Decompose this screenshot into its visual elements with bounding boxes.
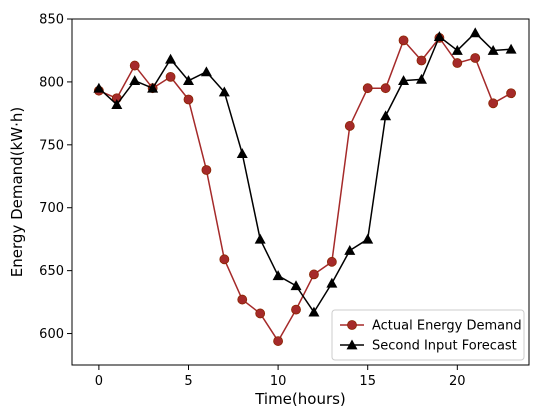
data-point [200,66,212,77]
x-tick-label: 5 [184,374,192,389]
legend: Actual Energy Demand Second Input Forecas… [331,309,525,361]
data-point [309,269,319,280]
data-point [219,254,230,265]
data-point [380,83,391,94]
data-point [236,148,248,159]
data-point [416,55,427,66]
data-point [380,110,392,121]
data-point [344,245,356,255]
x-tick-label: 20 [449,374,466,389]
data-point [147,82,159,93]
y-tick-label: 700 [39,201,64,216]
x-tick-label: 15 [359,374,376,389]
data-point [362,83,373,94]
data-point [201,165,212,175]
data-point [255,308,266,319]
data-point [129,75,141,86]
y-tick-label: 600 [39,327,64,342]
legend-marker [346,339,358,350]
data-point [129,60,140,71]
legend-label: Actual Energy Demand [372,319,522,334]
plot-frame [71,18,530,366]
y-axis-ticks: 600 650 700 750 800 850 [39,13,72,342]
x-tick-label: 0 [95,374,103,389]
data-point [93,82,105,93]
data-point [433,31,445,42]
data-point [451,44,463,55]
legend-box [331,309,525,361]
data-point [398,75,410,86]
data-point [165,71,176,82]
data-point [308,306,320,317]
data-point [218,86,230,97]
data-point [452,58,463,68]
series-triangle [93,27,517,317]
data-point [272,270,284,281]
y-axis-label: Energy Demand(kW·h) [8,107,26,277]
data-point [469,27,481,38]
data-point [362,233,374,244]
data-point [488,98,499,109]
data-point [505,43,517,54]
data-point [290,280,302,291]
data-point [326,256,337,267]
y-tick-label: 750 [39,138,64,153]
data-point [111,99,123,109]
y-tick-label: 850 [39,13,64,28]
data-point [183,94,194,105]
data-point [470,53,481,63]
data-point [291,304,301,315]
data-point [506,88,516,99]
data-point [273,336,283,346]
legend-label: Second Input Forecast [372,339,517,354]
y-tick-label: 650 [39,264,64,279]
legend-entry: Actual Energy Demand [340,319,522,334]
data-point [487,44,499,55]
data-point [254,233,266,244]
legend-marker [347,320,357,330]
series-layer [93,27,517,346]
y-tick-label: 800 [39,75,64,90]
x-axis-ticks: 0 5 10 15 20 [95,365,466,389]
data-point [326,277,338,288]
series-line [98,37,512,342]
series-line [98,32,512,313]
legend-entries: Actual Energy Demand Second Input Forecas… [340,319,522,354]
data-point [344,121,355,131]
data-point [165,53,177,64]
legend-entry: Second Input Forecast [340,339,517,354]
data-point [415,73,427,84]
x-tick-label: 10 [270,374,287,389]
data-point [182,75,194,86]
data-point [398,35,409,46]
data-point [237,294,248,305]
x-axis-label: Time(hours) [254,390,346,408]
